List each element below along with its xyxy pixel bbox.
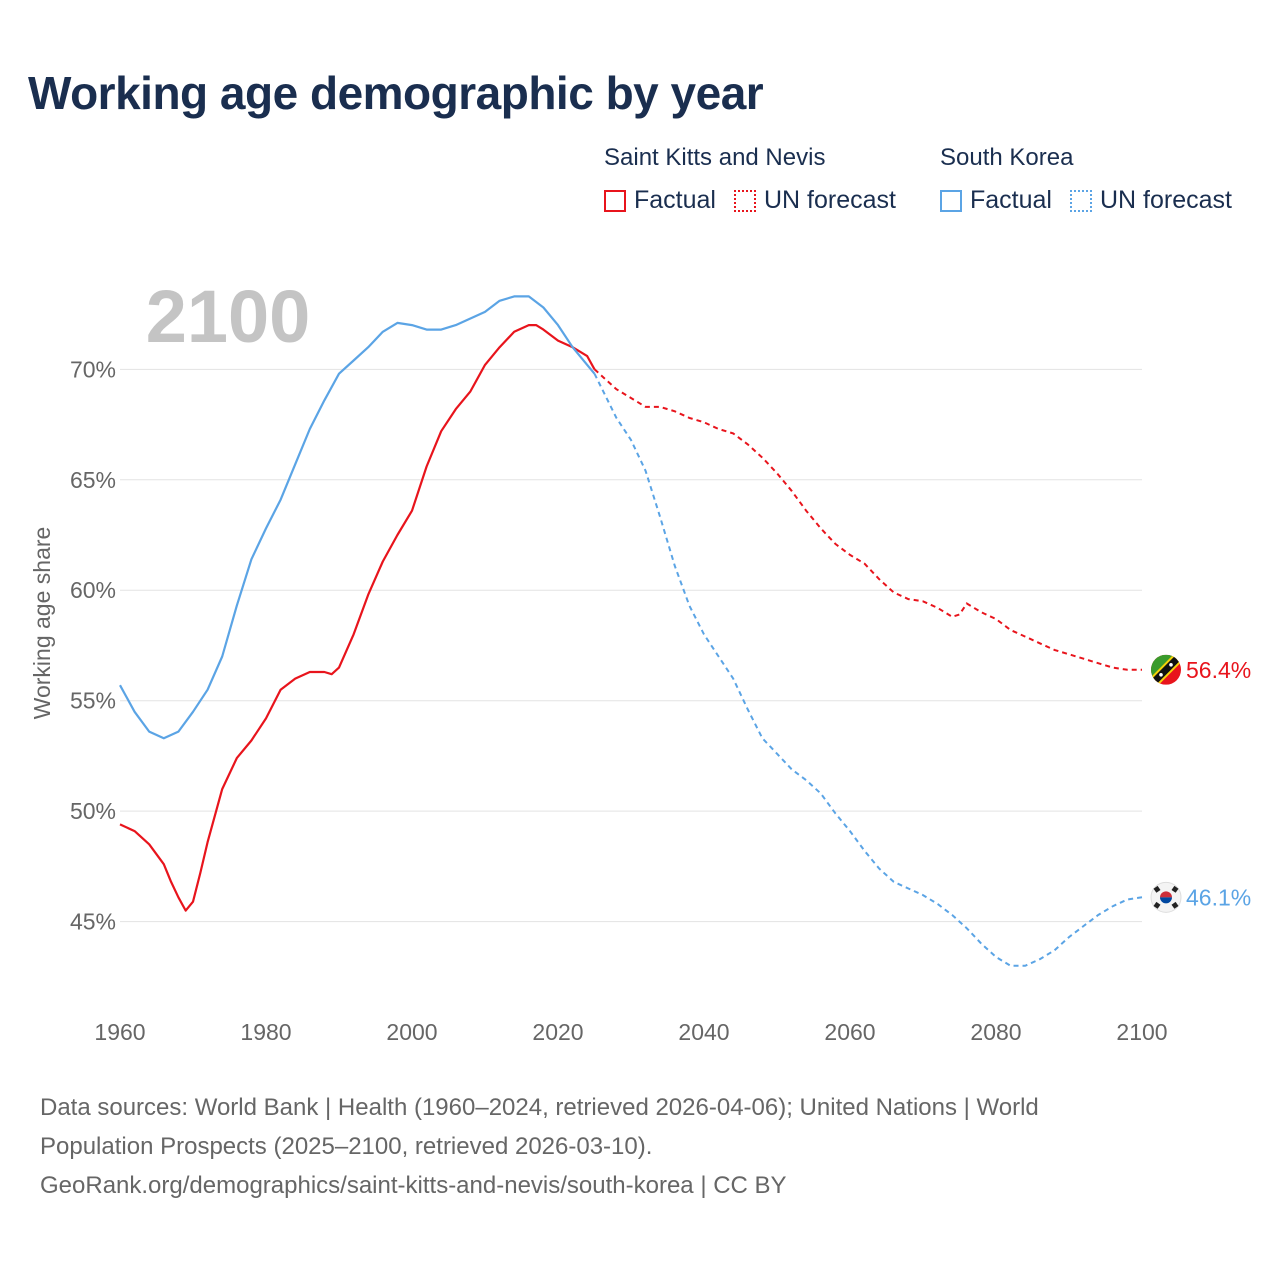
y-tick-label: 60%	[70, 577, 116, 603]
saint-kitts-flag-icon	[1151, 654, 1181, 685]
legend-kn-forecast-label: UN forecast	[763, 186, 896, 214]
legend-kn-factual-label: Factual	[634, 186, 716, 214]
legend-saint-kitts-and-nevis: Saint Kitts and Nevis Factual UN forecas…	[604, 144, 914, 215]
x-tick-label: 1980	[240, 1019, 291, 1045]
x-tick-label: 2000	[386, 1019, 437, 1045]
flag-star	[1159, 672, 1163, 677]
x-tick-label: 2040	[678, 1019, 729, 1045]
y-axis-label: Working age share	[29, 527, 55, 720]
solid-line-swatch-icon	[940, 189, 962, 212]
legend-kr-factual[interactable]: Factual	[940, 186, 1052, 215]
flag-trigram	[1171, 901, 1179, 909]
gridlines	[120, 368, 1142, 923]
y-axis-ticks: 45% 50% 55% 60% 65% 70%	[70, 356, 116, 934]
year-watermark: 2100	[146, 275, 311, 358]
legend-group-name: South Korea	[940, 144, 1074, 171]
legend-south-korea: South Korea Factual UN forecast	[940, 144, 1232, 215]
south-korea-forecast-line	[593, 373, 1143, 967]
solid-line-swatch-icon	[604, 189, 626, 212]
legend-kr-forecast-label: UN forecast	[1099, 186, 1232, 214]
y-tick-label: 65%	[70, 467, 116, 493]
x-tick-label: 1960	[94, 1019, 145, 1045]
footer-line[interactable]: GeoRank.org/demographics/saint-kitts-and…	[40, 1172, 787, 1199]
x-tick-label: 2060	[824, 1019, 875, 1045]
legend-kn-factual[interactable]: Factual	[604, 186, 716, 215]
flag-body	[1151, 654, 1181, 685]
legend-kr-forecast[interactable]: UN forecast	[1069, 186, 1232, 215]
x-axis-ticks: 1960 1980 2000 2020 2040 2060 2080 2100	[94, 1019, 1167, 1045]
y-tick-label: 70%	[70, 356, 116, 382]
flag-taegeuk-blue	[1160, 897, 1172, 904]
flag-trigram	[1153, 901, 1161, 909]
y-tick-label: 50%	[70, 798, 116, 824]
saint-kitts-and-nevis-forecast-line	[593, 368, 1142, 671]
x-tick-label: 2020	[532, 1019, 583, 1045]
footer-line: Population Prospects (2025–2100, retriev…	[40, 1133, 653, 1160]
south-korea-factual-line	[119, 295, 596, 740]
flag-star	[1169, 662, 1173, 667]
legend-group-name: Saint Kitts and Nevis	[604, 144, 826, 171]
legend-kn-forecast[interactable]: UN forecast	[733, 186, 896, 215]
legend-kr-factual-label: Factual	[970, 186, 1052, 214]
line-chart: 2100 45% 50% 55% 60% 65% 70% 1960 1980 2000 2020…	[29, 275, 1251, 1045]
y-tick-label: 45%	[70, 909, 116, 935]
chart-title: Working age demographic by year	[28, 67, 764, 119]
x-tick-label: 2100	[1116, 1019, 1167, 1045]
flag-trigram	[1153, 885, 1161, 893]
saint-kitts-and-nevis-factual-line	[119, 324, 596, 912]
end-markers: 56.4% 46.1%	[1150, 654, 1251, 913]
series-lines	[119, 295, 1143, 967]
footer-sources: Data sources: World Bank | Health (1960–…	[40, 1088, 1240, 1205]
flag-taegeuk-red	[1160, 891, 1172, 898]
footer-line: Data sources: World Bank | Health (1960–…	[40, 1094, 1039, 1121]
x-tick-label: 2080	[970, 1019, 1021, 1045]
y-tick-label: 55%	[70, 688, 116, 714]
dotted-line-swatch-icon	[1069, 189, 1092, 212]
south-korea-flag-icon	[1150, 881, 1182, 913]
end-value-label: 56.4%	[1186, 657, 1251, 683]
end-value-label: 46.1%	[1186, 884, 1251, 910]
dotted-line-swatch-icon	[733, 189, 756, 212]
flag-trigram	[1171, 885, 1179, 893]
